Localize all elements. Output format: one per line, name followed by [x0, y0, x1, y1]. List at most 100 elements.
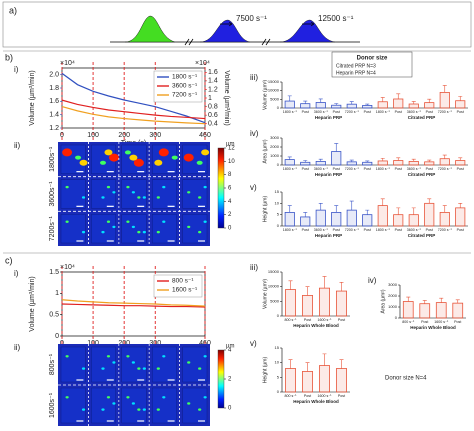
- bar: [377, 101, 388, 109]
- image-blob: [198, 196, 202, 199]
- x-tick-label: 1600 s⁻¹: [318, 394, 333, 398]
- image-blob: [162, 355, 166, 358]
- y-axis-label: Volume (µm³): [262, 279, 268, 309]
- sub-label: v): [250, 339, 257, 348]
- error-bar: [287, 205, 292, 213]
- y-axis-label: Area (µm²): [380, 289, 386, 313]
- image-tile: [182, 179, 208, 209]
- group-label: Citrated PRP: [408, 233, 436, 238]
- y-tick-label: 15000: [268, 269, 280, 274]
- bar: [300, 216, 311, 227]
- x-tick-label: Post: [333, 110, 340, 114]
- image-blob: [131, 402, 135, 405]
- error-bar: [288, 280, 293, 290]
- error-bar: [322, 276, 327, 289]
- bar: [455, 207, 466, 227]
- image-tile: [91, 387, 117, 424]
- image-blob: [126, 220, 130, 223]
- row-label: 800s⁻¹: [49, 353, 56, 375]
- image-blob: [81, 367, 86, 370]
- series-line: [61, 299, 206, 307]
- error-bar: [288, 359, 293, 369]
- x-tick-label: Post: [304, 394, 311, 398]
- y2-axis-label: Volume (µm³/min): [223, 70, 230, 125]
- x-tick-label: 0: [60, 340, 64, 347]
- y-axis-label: Area (µm²): [262, 139, 268, 163]
- shear-rate: 12500 s⁻¹: [318, 14, 354, 23]
- y-tick-label: 10: [275, 200, 280, 205]
- y2-exponent: ×10⁴: [195, 60, 210, 67]
- error-bar: [458, 157, 463, 161]
- y-tick-label: 15: [275, 189, 280, 194]
- bar: [284, 159, 295, 166]
- image-blob: [203, 396, 207, 399]
- group-label: Heparin Whole Blood: [293, 399, 339, 404]
- colorbar-tick-label: 12: [228, 146, 235, 152]
- image-tile: [151, 387, 177, 424]
- x-tick-label: 3600 s⁻¹: [314, 228, 329, 232]
- image-blob: [104, 149, 113, 156]
- y-tick-label: 3000: [270, 135, 280, 140]
- image-blob: [198, 230, 202, 234]
- error-bar: [365, 103, 370, 106]
- image-blob: [101, 367, 105, 370]
- colorbar: [217, 349, 225, 409]
- image-blob: [81, 196, 86, 199]
- y2-tick-label: 1.2: [208, 86, 218, 93]
- error-bar: [318, 98, 323, 103]
- y-tick-label: 0: [395, 315, 398, 320]
- y-axis-label: Volume (µm³/min): [29, 276, 36, 331]
- colorbar: [217, 147, 225, 229]
- colorbar-label: µm: [226, 344, 234, 350]
- image-blob: [183, 153, 194, 162]
- bar: [408, 214, 419, 227]
- y-tick-label: 5: [277, 374, 280, 379]
- y-tick-label: 1000: [270, 153, 280, 158]
- y2-tick-label: 0.8: [208, 103, 218, 110]
- y-tick-label: 2000: [270, 144, 280, 149]
- error-bar: [339, 281, 344, 292]
- bar: [424, 161, 435, 166]
- image-blob: [187, 361, 191, 364]
- shear-rate: 7500 s⁻¹: [236, 14, 267, 23]
- bar: [335, 368, 347, 393]
- image-blob: [131, 225, 135, 229]
- bar: [393, 214, 404, 227]
- legend-label: 1800 s⁻¹: [172, 74, 198, 81]
- x-tick-label: 300: [149, 340, 161, 347]
- bar: [362, 105, 373, 109]
- y-exponent: ×10⁴: [60, 264, 75, 271]
- y-tick-label: 10000: [268, 88, 280, 93]
- x-tick-label: 200: [118, 132, 130, 139]
- error-bar: [334, 143, 339, 152]
- y-axis-label: Volume (µm³): [262, 80, 268, 110]
- x-tick-label: Post: [338, 318, 345, 322]
- legend-box: [331, 51, 413, 78]
- image-blob: [156, 367, 160, 370]
- error-bar: [380, 97, 385, 102]
- image-blob: [137, 367, 141, 370]
- y2-tick-label: 1.6: [208, 69, 218, 76]
- image-tile: [182, 214, 208, 244]
- error-bar: [380, 198, 385, 206]
- x-tick-label: 800 s⁻¹: [285, 394, 298, 398]
- group-label: Citrated PRP: [408, 115, 436, 120]
- image-blob: [162, 220, 166, 223]
- series-line: [61, 99, 206, 120]
- sub-label: iii): [250, 263, 258, 272]
- image-blob: [187, 402, 191, 405]
- x-tick-label: Post: [395, 110, 402, 114]
- error-bar: [406, 296, 411, 302]
- bar: [284, 211, 295, 227]
- image-tile: [60, 179, 86, 209]
- sub-label: iv): [250, 129, 259, 138]
- bar: [393, 160, 404, 166]
- bar: [346, 103, 357, 109]
- error-bar: [303, 100, 308, 104]
- image-blob: [62, 148, 73, 157]
- error-bar: [439, 297, 444, 303]
- x-tick-label: 3600 s⁻¹: [407, 167, 422, 171]
- donor-line: Citrated PRP N=3: [336, 63, 376, 69]
- x-tick-label: Post: [302, 228, 309, 232]
- colorbar-tick-label: 2: [228, 212, 232, 218]
